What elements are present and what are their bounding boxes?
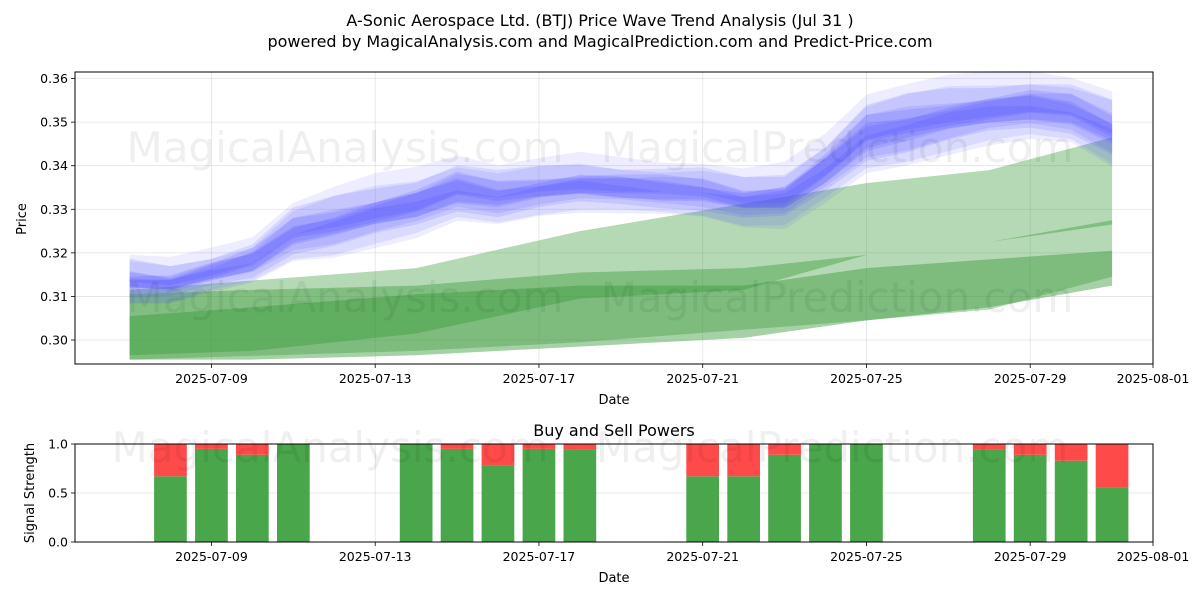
signal-x-tick-label: 2025-07-09 <box>175 549 248 564</box>
signal-x-axis: 2025-07-09 2025-07-13 2025-07-17 2025-07-21… <box>175 542 1189 564</box>
sell-bar <box>1095 444 1129 488</box>
price-y-tick-label: 0.34 <box>40 158 68 173</box>
sell-bar <box>563 444 597 450</box>
green-band-3 <box>129 250 1113 360</box>
sell-bar <box>154 444 187 477</box>
price-x-tick-label: 2025-07-29 <box>994 371 1067 386</box>
buy-bar <box>154 476 187 542</box>
watermark-2: MagicalPrediction.com <box>601 123 1074 172</box>
price-x-tick-label: 2025-07-21 <box>666 371 739 386</box>
signal-panel: Buy and Sell Powers MagicalAnalysis.com … <box>23 421 1189 586</box>
buy-bar <box>236 454 269 542</box>
watermark-6: MagicalPrediction.com <box>596 423 1069 472</box>
price-x-tick-label: 2025-07-09 <box>175 371 248 386</box>
buy-bar <box>972 449 1006 542</box>
signal-y-tick-label: 0.0 <box>48 535 68 550</box>
blue-band-4 <box>129 93 1113 298</box>
sell-bar <box>236 444 269 455</box>
buy-bar <box>727 476 760 542</box>
signal-x-tick-label: 2025-07-13 <box>339 549 412 564</box>
price-panel: MagicalAnalysis.com MagicalPrediction.co… <box>15 70 1189 408</box>
watermark-3: MagicalAnalysis.com <box>127 273 564 322</box>
sell-bar <box>440 444 474 449</box>
price-x-tick-label: 2025-08-01 <box>1117 371 1190 386</box>
watermark-4: MagicalPrediction.com <box>601 273 1074 322</box>
signal-bars <box>154 444 1129 542</box>
buy-bar <box>277 444 310 542</box>
blue-band-2 <box>129 84 1113 304</box>
signal-y-label: Signal Strength <box>23 443 38 543</box>
watermark-1: MagicalAnalysis.com <box>127 123 564 172</box>
signal-y-tick-label: 0.5 <box>48 486 68 501</box>
price-y-axis: 0.30 0.31 0.32 0.33 0.34 0.35 0.36 <box>40 71 75 348</box>
green-band-2 <box>129 220 1113 356</box>
price-x-axis: 2025-07-09 2025-07-13 2025-07-17 2025-07-21… <box>175 364 1189 386</box>
buy-bar <box>768 454 801 542</box>
chart-title-line2: powered by MagicalAnalysis.com and Magic… <box>267 32 932 51</box>
buy-bar <box>1013 454 1047 542</box>
buy-bar <box>563 449 597 542</box>
buy-bar <box>195 448 228 542</box>
sell-bar <box>727 444 760 477</box>
price-x-tick-label: 2025-07-25 <box>830 371 903 386</box>
buy-bar <box>1095 487 1129 542</box>
sell-bar <box>195 444 228 449</box>
blue-band-group <box>129 70 1113 304</box>
signal-x-tick-label: 2025-07-21 <box>666 549 739 564</box>
signal-x-tick-label: 2025-07-25 <box>830 549 903 564</box>
buy-bar <box>686 476 719 542</box>
price-plot-area <box>75 72 1153 364</box>
green-band-1 <box>129 137 1113 360</box>
price-y-label: Price <box>15 203 30 235</box>
price-y-tick-label: 0.32 <box>40 245 68 260</box>
buy-bar <box>440 448 474 542</box>
sell-bar <box>768 444 801 455</box>
signal-x-tick-label: 2025-07-17 <box>503 549 576 564</box>
buy-bar <box>809 444 842 542</box>
blue-band-7 <box>129 95 1113 286</box>
price-y-tick-label: 0.30 <box>40 333 68 348</box>
sell-bar <box>1013 444 1047 455</box>
signal-title: Buy and Sell Powers <box>533 421 695 440</box>
signal-x-label: Date <box>598 571 629 586</box>
signal-y-axis: 0.0 0.5 1.0 <box>48 437 75 550</box>
signal-x-tick-label: 2025-08-01 <box>1117 549 1190 564</box>
signal-x-tick-label: 2025-07-29 <box>994 549 1067 564</box>
price-x-tick-label: 2025-07-17 <box>503 371 576 386</box>
sell-bar <box>686 444 719 477</box>
sell-bar <box>1054 444 1088 461</box>
sell-bar <box>481 444 515 466</box>
price-y-tick-label: 0.36 <box>40 71 68 86</box>
signal-y-tick-label: 1.0 <box>48 437 68 452</box>
price-x-tick-label: 2025-07-13 <box>339 371 412 386</box>
blue-band-6 <box>129 94 1113 290</box>
blue-band-3 <box>129 84 1113 295</box>
price-grid <box>75 72 1154 364</box>
chart-title-line1: A-Sonic Aerospace Ltd. (BTJ) Price Wave … <box>346 11 853 30</box>
buy-bar <box>481 465 515 542</box>
buy-bar <box>1054 460 1088 542</box>
price-x-label: Date <box>598 393 629 408</box>
watermark-5: MagicalAnalysis.com <box>112 423 549 472</box>
price-y-tick-label: 0.33 <box>40 202 68 217</box>
sell-bar <box>522 444 556 449</box>
price-y-tick-label: 0.35 <box>40 115 68 130</box>
price-plot-frame <box>74 71 1154 365</box>
price-y-tick-label: 0.31 <box>40 289 68 304</box>
blue-band-1 <box>129 70 1113 304</box>
sell-bar <box>972 444 1006 450</box>
green-band-group <box>129 137 1113 360</box>
blue-band-8 <box>129 105 1113 290</box>
buy-bar <box>399 444 433 542</box>
buy-bar <box>850 444 883 542</box>
blue-band-5 <box>129 90 1113 289</box>
buy-bar <box>522 448 556 542</box>
